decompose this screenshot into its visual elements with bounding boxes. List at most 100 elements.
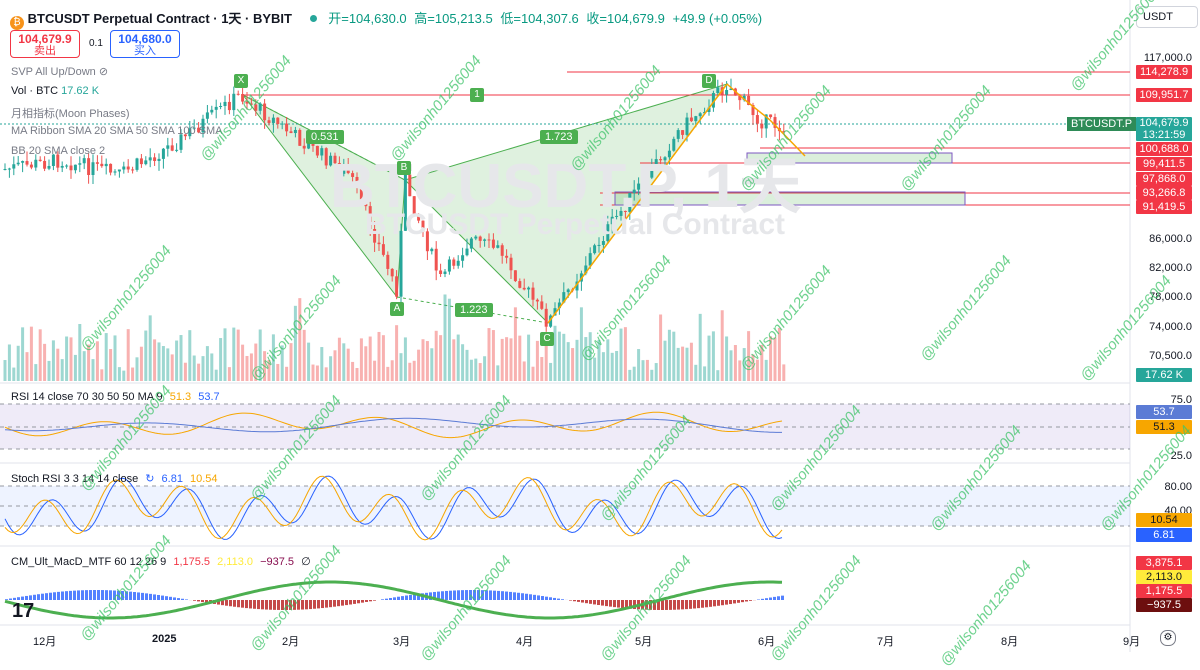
time-tick: 3月	[393, 633, 410, 649]
time-tick: 4月	[516, 633, 533, 649]
candle-body	[92, 162, 95, 175]
volume-bar	[686, 348, 689, 381]
volume-bar	[765, 360, 768, 381]
macd-histogram-bar	[541, 596, 544, 600]
volume-bar	[70, 337, 73, 381]
macd-histogram-bar	[593, 600, 596, 604]
macd-histogram-bar	[597, 600, 600, 605]
candle-body	[378, 243, 381, 244]
volume-bar	[422, 339, 425, 381]
volume-bar	[461, 344, 464, 381]
ribbon-indicator-label[interactable]: MA Ribbon SMA 20 SMA 50 SMA 100 SMA	[11, 125, 223, 137]
volume-bar	[373, 361, 376, 381]
bb-indicator-label[interactable]: BB 20 SMA close 2	[11, 145, 105, 157]
macd-histogram-bar	[333, 600, 336, 607]
volume-bar	[703, 366, 706, 381]
candle-body	[219, 106, 222, 107]
candle-body	[48, 166, 51, 169]
volume-bar	[593, 358, 596, 381]
refresh-icon[interactable]: ↻	[145, 473, 154, 485]
level-tag-93266: 93,266.8	[1136, 186, 1192, 200]
settings-gear-icon[interactable]: ⚙	[1160, 630, 1176, 646]
volume-bar	[39, 329, 42, 381]
macd-histogram-bar	[309, 600, 312, 609]
rsi-text: RSI 14 close 70 30 50 50 MA 9	[11, 391, 163, 403]
eye-off-icon[interactable]: ⊘	[99, 66, 108, 78]
volume-bar	[488, 328, 491, 381]
stoch-label[interactable]: Stoch RSI 3 3 14 14 close ↻ 6.81 10.54	[11, 472, 218, 485]
rsi-label[interactable]: RSI 14 close 70 30 50 50 MA 9 51.3 53.7	[11, 391, 220, 403]
description-watermark: BTCUSDT Perpetual Contract	[365, 208, 785, 242]
volume-bar	[197, 364, 200, 381]
volume-bar	[664, 341, 667, 381]
candle-body	[760, 124, 763, 129]
macd-histogram-bar	[705, 600, 708, 607]
volume-bar	[188, 330, 191, 381]
tradingview-logo[interactable]: 17	[12, 600, 34, 623]
svp-indicator-label[interactable]: SVP All Up/Down ⊘	[11, 65, 108, 78]
macd-histogram-bar	[41, 594, 44, 600]
volume-bar	[180, 335, 183, 381]
svp-text: SVP All Up/Down	[11, 66, 96, 78]
volume-bar	[730, 350, 733, 381]
candle-body	[114, 171, 117, 172]
macd-histogram-bar	[225, 600, 228, 606]
macd-histogram-bar	[445, 591, 448, 600]
stoch-k-tag: 6.81	[1136, 528, 1192, 542]
volume-bar	[334, 350, 337, 381]
candle-body	[545, 309, 548, 327]
volume-bar	[215, 370, 218, 381]
macd-histogram-bar	[505, 592, 508, 600]
bb-text: BB 20 SMA close 2	[11, 145, 105, 157]
volume-bar	[532, 367, 535, 381]
macd-histogram-bar	[621, 600, 624, 608]
volume-bar	[153, 339, 156, 381]
candle-body	[276, 118, 279, 124]
macd-histogram-bar	[749, 600, 752, 601]
volume-bar	[672, 332, 675, 381]
macd-histogram-bar	[537, 595, 540, 600]
level-tag-114278: 114,278.9	[1136, 65, 1192, 79]
volume-indicator-label[interactable]: Vol · BTC 17.62 K	[11, 85, 99, 97]
ohlc-close: 收=104,679.9	[586, 11, 664, 26]
volume-bar	[83, 351, 86, 381]
candle-body	[523, 288, 526, 290]
volume-bar	[391, 360, 394, 381]
macd-histogram-bar	[449, 591, 452, 600]
macd-histogram-bar	[669, 600, 672, 610]
volume-bar	[325, 367, 328, 381]
volume-bar	[118, 367, 121, 381]
volume-bar	[615, 351, 618, 381]
macd-histogram-bar	[389, 598, 392, 600]
candle-body	[210, 110, 213, 113]
last-price: 104,679.9	[1136, 117, 1192, 129]
volume-bar	[382, 335, 385, 381]
macd-histogram-bar	[137, 592, 140, 600]
candle-body	[162, 149, 165, 159]
level-tag-100688: 100,688.0	[1136, 142, 1192, 156]
macd-histogram-bar	[153, 594, 156, 600]
candle-body	[510, 258, 513, 271]
volume-bar	[452, 339, 455, 381]
volume-bar	[681, 347, 684, 381]
macd-histogram-bar	[349, 600, 352, 604]
candle-body	[518, 281, 521, 288]
pattern-point-c: C	[540, 332, 554, 346]
candle-body	[158, 159, 161, 161]
level-tag-97868: 97,868.0	[1136, 172, 1192, 186]
macd-histogram-bar	[133, 592, 136, 600]
macd-histogram-bar	[353, 600, 356, 604]
volume-bar	[694, 365, 697, 381]
buy-button[interactable]: 104,680.0 买入	[110, 30, 180, 58]
sell-button[interactable]: 104,679.9 卖出	[10, 30, 80, 58]
candle-body	[694, 116, 697, 121]
symbol-header[interactable]: ₿ BTCUSDT Perpetual Contract · 1天 · BYBI…	[10, 8, 762, 30]
moon-indicator-label[interactable]: 月相指标(Moon Phases)	[11, 105, 130, 121]
volume-bar	[52, 340, 55, 381]
macd-histogram-bar	[93, 590, 96, 600]
macd-histogram-bar	[269, 600, 272, 610]
macd-histogram-bar	[693, 600, 696, 609]
macd-histogram-bar	[513, 592, 516, 600]
candle-body	[725, 90, 728, 95]
